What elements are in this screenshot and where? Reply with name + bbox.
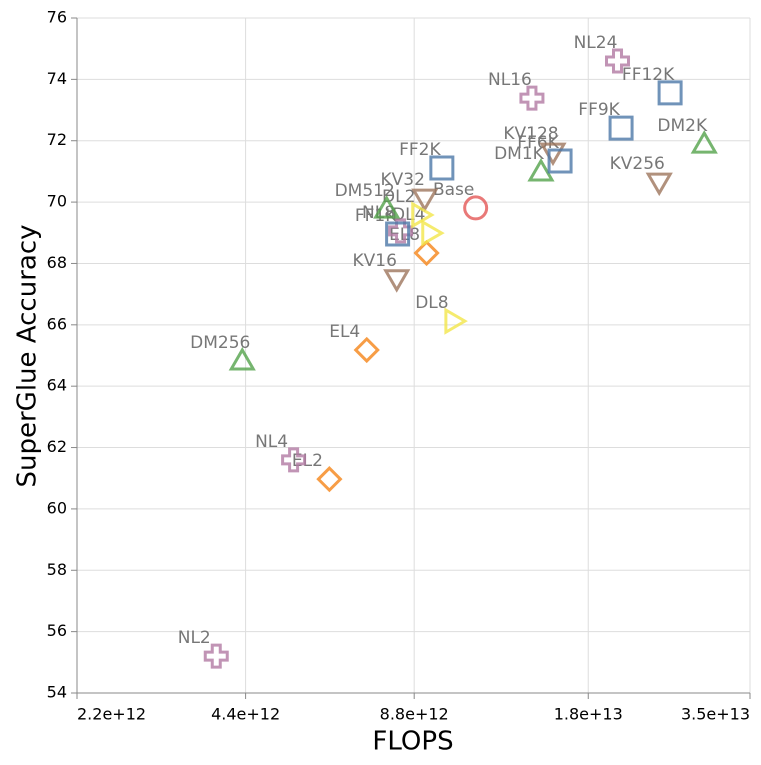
y-tick-label: 74 [47, 69, 67, 88]
point-label: KV256 [610, 154, 665, 174]
point-label: FF9K [578, 100, 620, 120]
point [527, 158, 555, 182]
point-label: KV32 [381, 170, 425, 190]
x-tick-label: 8.8e+12 [380, 705, 449, 724]
x-tick-label: 1.8e+13 [554, 705, 623, 724]
point [444, 307, 468, 335]
y-tick-label: 62 [47, 437, 67, 456]
y-tick-label: 58 [47, 560, 67, 579]
point [203, 643, 229, 669]
point [539, 142, 567, 167]
point-label: KV128 [503, 124, 558, 144]
point [429, 155, 455, 181]
y-tick-label: 64 [47, 376, 67, 395]
y-axis-title: SuperGlue Accuracy [13, 225, 43, 488]
y-tick-label: 76 [47, 8, 67, 27]
point [353, 336, 380, 364]
point [547, 148, 573, 174]
point [373, 195, 401, 219]
point [645, 172, 673, 197]
point [228, 347, 256, 371]
point [519, 85, 545, 111]
point [605, 48, 631, 74]
x-tick-label: 4.4e+12 [211, 705, 280, 724]
point-label: FF2K [399, 140, 441, 160]
y-tick-label: 70 [47, 192, 67, 211]
point [281, 447, 307, 473]
y-tick-label: 72 [47, 130, 67, 149]
point [383, 269, 411, 293]
point [608, 115, 634, 141]
y-tick-label: 54 [47, 683, 67, 702]
x-tick-label: 3.5e+13 [681, 705, 750, 724]
point [421, 219, 445, 247]
y-tick-label: 66 [47, 314, 67, 333]
point [413, 239, 440, 267]
point-label: NL2 [178, 628, 211, 648]
x-axis-title: FLOPS [372, 727, 453, 757]
point-label: DM1K [494, 144, 545, 164]
point-label: DM2K [657, 116, 708, 136]
point-label: DM512 [335, 181, 395, 201]
point-label: DL8 [415, 293, 448, 313]
point [690, 130, 718, 154]
point-label: NL16 [488, 70, 532, 90]
point-label: KV16 [353, 251, 397, 271]
point-label: FF6K [517, 133, 559, 153]
point [657, 80, 683, 106]
point [388, 218, 414, 244]
point-label: NL24 [574, 33, 618, 53]
y-tick-label: 56 [47, 621, 67, 640]
y-tick-label: 60 [47, 498, 67, 517]
point [411, 188, 439, 213]
point-label: Base [433, 180, 474, 200]
point [463, 195, 489, 221]
point [316, 466, 343, 493]
point-label: EL4 [329, 322, 360, 342]
point-label: DM256 [190, 333, 250, 353]
x-tick-label: 2.2e+12 [77, 705, 146, 724]
y-tick-label: 68 [47, 253, 67, 272]
point-label: NL4 [255, 432, 288, 452]
point-label: FF12K [622, 65, 675, 85]
point [385, 221, 411, 247]
